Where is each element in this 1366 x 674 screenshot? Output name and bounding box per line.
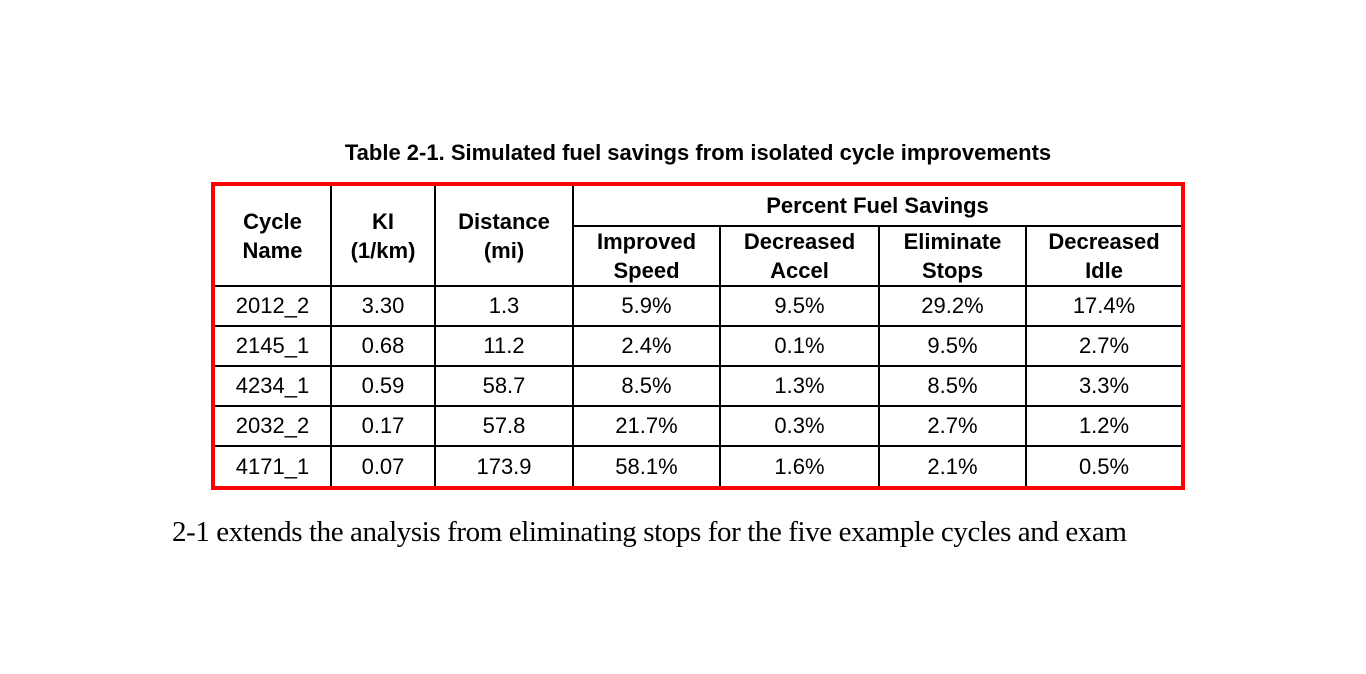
col-header-decreased-idle: Decreased Idle (1026, 226, 1182, 287)
table-row: 4171_1 0.07 173.9 58.1% 1.6% 2.1% 0.5% (215, 446, 1181, 486)
cell-decreased-accel: 0.1% (720, 326, 880, 367)
cell-decreased-idle: 17.4% (1026, 286, 1182, 327)
cell-improved-speed: 21.7% (573, 406, 721, 447)
cell-ki: 3.30 (331, 286, 436, 327)
col-header-eliminate-stops: Eliminate Stops (879, 226, 1027, 287)
cell-decreased-idle: 2.7% (1026, 326, 1182, 367)
cell-distance: 58.7 (435, 366, 574, 407)
col-header-distance: Distance (mi) (435, 186, 574, 287)
col-header-ki: KI (1/km) (331, 186, 436, 287)
cell-distance: 1.3 (435, 286, 574, 327)
col-header-decreased-accel: Decreased Accel (720, 226, 880, 287)
cell-cycle-name: 2145_1 (215, 326, 332, 367)
cell-improved-speed: 58.1% (573, 446, 721, 486)
cell-decreased-idle: 3.3% (1026, 366, 1182, 407)
cell-ki: 0.17 (331, 406, 436, 447)
cell-decreased-idle: 1.2% (1026, 406, 1182, 447)
fuel-savings-table-frame: Cycle Name KI (1/km) Distance (mi) Perce… (211, 182, 1186, 490)
cell-ki: 0.07 (331, 446, 436, 486)
cell-eliminate-stops: 29.2% (879, 286, 1027, 327)
cell-decreased-accel: 1.3% (720, 366, 880, 407)
cell-eliminate-stops: 2.7% (879, 406, 1027, 447)
cell-eliminate-stops: 2.1% (879, 446, 1027, 486)
col-header-group-percent-fuel-savings: Percent Fuel Savings (573, 186, 1182, 227)
cell-cycle-name: 2032_2 (215, 406, 332, 447)
cell-distance: 11.2 (435, 326, 574, 367)
cell-improved-speed: 8.5% (573, 366, 721, 407)
table-row: 4234_1 0.59 58.7 8.5% 1.3% 8.5% 3.3% (215, 366, 1182, 407)
body-paragraph: 2-1 extends the analysis from eliminatin… (172, 516, 1127, 548)
table-row: 2032_2 0.17 57.8 21.7% 0.3% 2.7% 1.2% (215, 406, 1182, 447)
cell-decreased-accel: 0.3% (720, 406, 880, 447)
cell-ki: 0.59 (331, 366, 436, 407)
cell-cycle-name: 2012_2 (215, 286, 332, 327)
fuel-savings-table: Cycle Name KI (1/km) Distance (mi) Perce… (215, 186, 1182, 486)
cell-decreased-idle: 0.5% (1078, 453, 1130, 479)
cell-ki: 0.68 (331, 326, 436, 367)
cell-distance: 173.9 (435, 446, 574, 486)
cell-decreased-accel: 9.5% (720, 286, 880, 327)
cell-eliminate-stops: 8.5% (879, 366, 1027, 407)
table-row: 2145_1 0.68 11.2 2.4% 0.1% 9.5% 2.7% (215, 326, 1182, 367)
col-header-cycle-name: Cycle Name (215, 186, 332, 287)
table-caption: Table 2-1. Simulated fuel savings from i… (344, 140, 1052, 165)
cell-eliminate-stops: 9.5% (879, 326, 1027, 367)
cell-distance: 57.8 (435, 406, 574, 447)
table-row: 2012_2 3.30 1.3 5.9% 9.5% 29.2% 17.4% (215, 286, 1182, 327)
cell-cycle-name: 4171_1 (215, 446, 332, 486)
cell-decreased-accel: 1.6% (720, 446, 880, 486)
cell-cycle-name: 4234_1 (215, 366, 332, 407)
cell-improved-speed: 2.4% (573, 326, 721, 367)
col-header-improved-speed: Improved Speed (573, 226, 721, 287)
cell-improved-speed: 5.9% (573, 286, 721, 327)
